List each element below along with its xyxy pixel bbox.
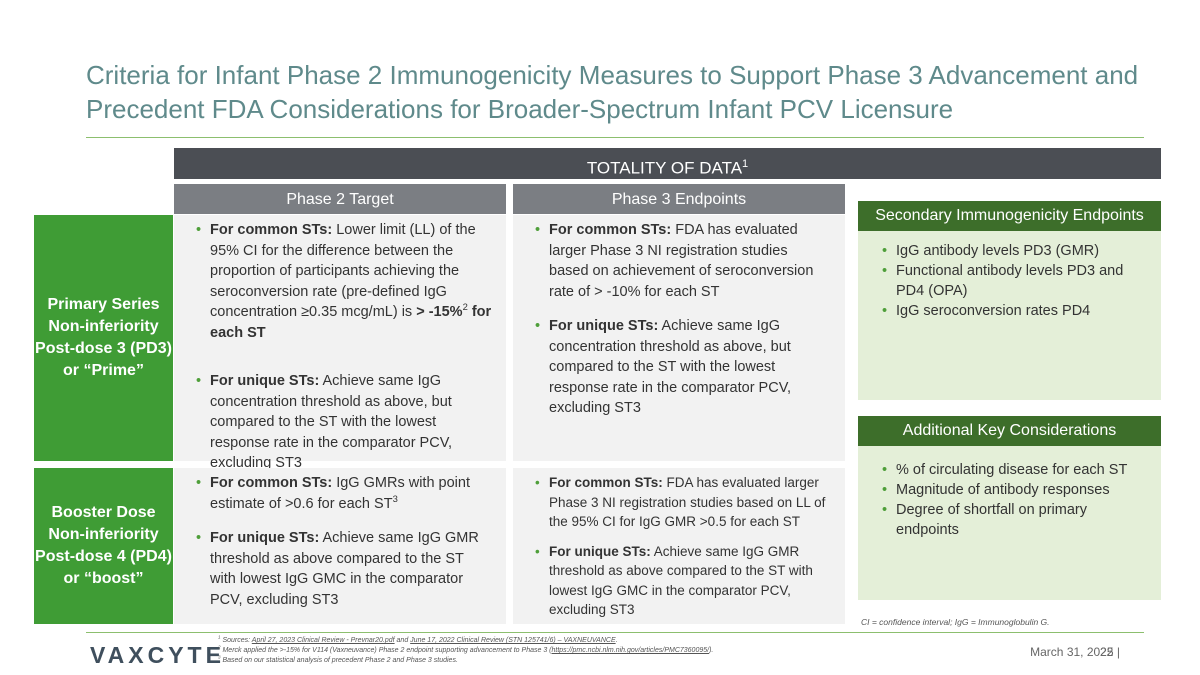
label-line: Post-dose 3 (PD3) bbox=[35, 340, 172, 357]
text-run: Lower limit (LL) of the 95% CI for the d… bbox=[210, 222, 476, 320]
divider bbox=[86, 632, 1144, 633]
text-run: 3 bbox=[218, 654, 221, 660]
cell: For common STs: IgG GMRs with point esti… bbox=[174, 468, 506, 624]
text-run: For unique STs: bbox=[210, 373, 320, 389]
text-run: FDA has evaluated larger Phase 3 NI regi… bbox=[549, 222, 814, 300]
text-run: 3 bbox=[392, 492, 398, 504]
text-run: For unique STs: bbox=[210, 530, 320, 546]
column-header: Phase 3 Endpoints bbox=[513, 184, 845, 214]
bullet-list: For common STs: FDA has evaluated larger… bbox=[513, 220, 831, 419]
label-line: Non-inferiority bbox=[48, 526, 159, 543]
bullet: For common STs: FDA has evaluated larger… bbox=[535, 473, 831, 532]
bullet: Degree of shortfall on primary endpoints bbox=[882, 500, 1131, 540]
banner: TOTALITY OF DATA1 bbox=[174, 148, 1161, 179]
cell: For common STs: FDA has evaluated larger… bbox=[513, 468, 845, 624]
cell: For common STs: Lower limit (LL) of the … bbox=[174, 215, 506, 471]
bullet: For common STs: Lower limit (LL) of the … bbox=[196, 220, 492, 343]
text-run: For common STs: bbox=[549, 475, 663, 490]
text-run: https://pmc.ncbi.nlm.nih.gov/articles/PM… bbox=[551, 647, 710, 654]
bullet-list: % of circulating disease for each STMagn… bbox=[858, 460, 1161, 540]
bullet-list: For common STs: FDA has evaluated larger… bbox=[513, 473, 831, 620]
text-run: For common STs: bbox=[210, 222, 333, 238]
separator: | bbox=[1116, 645, 1120, 659]
text-run: For common STs: bbox=[549, 222, 672, 238]
bullet: IgG antibody levels PD3 (GMR) bbox=[882, 241, 1131, 261]
cell: For common STs: FDA has evaluated larger… bbox=[513, 215, 845, 461]
date: March 31, 2025 bbox=[1030, 645, 1114, 659]
slide-title: Criteria for Infant Phase 2 Immunogenici… bbox=[86, 60, 1139, 124]
text-run: Achieve same IgG GMR threshold as above … bbox=[549, 543, 813, 618]
logo: VAXCYTE bbox=[90, 642, 225, 668]
row-label: Booster Dose Non-inferiority Post-dose 4 (… bbox=[34, 468, 173, 624]
banner-sup: 1 bbox=[742, 158, 749, 170]
page-number: 22 bbox=[1100, 645, 1114, 659]
text-run: April 27, 2023 Clinical Review - Prevnar… bbox=[251, 637, 395, 644]
text-run: FDA has evaluated larger Phase 3 NI regi… bbox=[549, 475, 826, 529]
text-run: 2 bbox=[218, 644, 221, 650]
bullet: Functional antibody levels PD3 and PD4 (… bbox=[882, 261, 1131, 301]
divider bbox=[86, 137, 1144, 138]
bullet: IgG seroconversion rates PD4 bbox=[882, 301, 1131, 321]
bullet-list: For common STs: Lower limit (LL) of the … bbox=[174, 220, 492, 474]
section-body: IgG antibody levels PD3 (GMR)Functional … bbox=[858, 231, 1161, 400]
text-run: and bbox=[394, 637, 411, 644]
bullet: For unique STs: Achieve same IgG concent… bbox=[535, 316, 831, 419]
note: CI = confidence interval; IgG = Immunogl… bbox=[861, 617, 1050, 627]
bullet: For common STs: IgG GMRs with point esti… bbox=[196, 473, 492, 514]
row-label: Primary Series Non-inferiority Post-dose 3… bbox=[34, 215, 173, 461]
bullet: % of circulating disease for each ST bbox=[882, 460, 1131, 480]
bullet: Magnitude of antibody responses bbox=[882, 480, 1131, 500]
bullet: For unique STs: Achieve same IgG GMR thr… bbox=[196, 528, 492, 610]
text-run: Sources: bbox=[220, 637, 252, 644]
text-run: Based on our statistical analysis of pre… bbox=[220, 657, 458, 664]
label-line: or “Prime” bbox=[63, 362, 144, 379]
bullet-list: For common STs: IgG GMRs with point esti… bbox=[174, 473, 492, 610]
bullet: For common STs: FDA has evaluated larger… bbox=[535, 220, 831, 302]
text-run: Achieve same IgG GMR threshold as above … bbox=[210, 530, 479, 608]
text-run: > -15% bbox=[416, 304, 463, 320]
text-run: for each ST bbox=[210, 304, 492, 341]
text-run: IgG GMRs with point estimate of >0.6 for… bbox=[210, 475, 470, 512]
text-run: For unique STs: bbox=[549, 318, 659, 334]
label-line: or “boost” bbox=[63, 570, 144, 587]
text-run: 1 bbox=[218, 634, 221, 640]
text-run: Merck applied the >-15% for V114 (Vaxneu… bbox=[220, 647, 552, 654]
footnote: 3 Based on our statistical analysis of p… bbox=[218, 654, 458, 664]
column-header: Phase 2 Target bbox=[174, 184, 506, 214]
text-run: ). bbox=[709, 647, 714, 654]
bullet-list: IgG antibody levels PD3 (GMR)Functional … bbox=[858, 241, 1161, 321]
text-run: . bbox=[615, 637, 618, 644]
section-body: % of circulating disease for each STMagn… bbox=[858, 446, 1161, 600]
text-run: June 17, 2022 Clinical Review (STN 12574… bbox=[410, 637, 616, 644]
label-line: Non-inferiority bbox=[48, 318, 159, 335]
bullet: For unique STs: Achieve same IgG GMR thr… bbox=[535, 542, 831, 620]
footnote: 1 Sources: April 27, 2023 Clinical Revie… bbox=[218, 634, 618, 644]
banner-text: TOTALITY OF DATA bbox=[586, 158, 743, 178]
label-line: Booster Dose bbox=[51, 504, 156, 521]
section-header: Additional Key Considerations bbox=[858, 416, 1161, 446]
section-header: Secondary Immunogenicity Endpoints bbox=[858, 201, 1161, 231]
bullet: For unique STs: Achieve same IgG concent… bbox=[196, 371, 492, 474]
text-run: Achieve same IgG concentration threshold… bbox=[549, 318, 792, 416]
footer-date: March 31, 2025 | bbox=[960, 645, 1120, 659]
text-run: 2 bbox=[462, 301, 468, 313]
text-run: For unique STs: bbox=[549, 543, 651, 559]
text-run: Achieve same IgG concentration threshold… bbox=[210, 373, 453, 471]
label-line: Post-dose 4 (PD4) bbox=[35, 548, 172, 565]
label-line: Primary Series bbox=[47, 296, 160, 313]
text-run: For common STs: bbox=[210, 475, 333, 491]
footnote: 2 Merck applied the >-15% for V114 (Vaxn… bbox=[218, 644, 714, 654]
